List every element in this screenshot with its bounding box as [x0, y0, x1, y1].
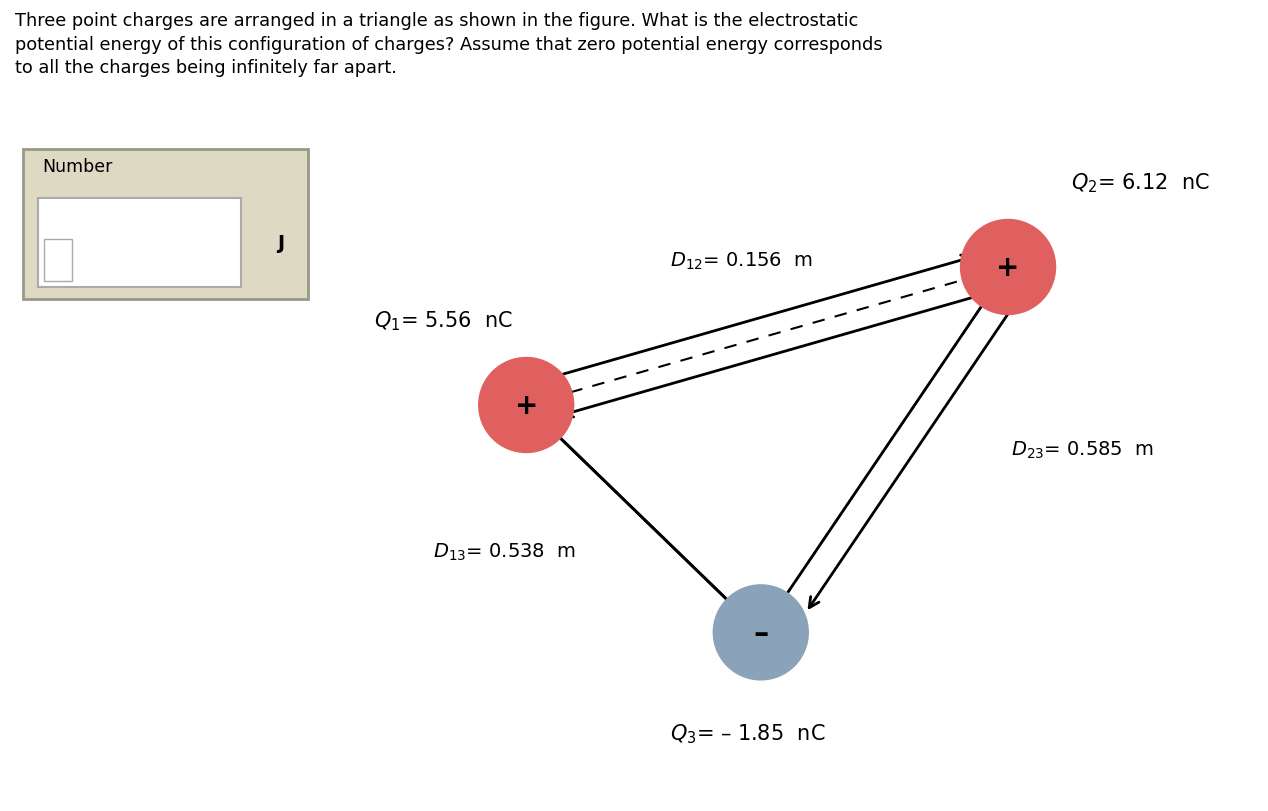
Ellipse shape [478, 358, 574, 453]
Text: Number: Number [42, 158, 113, 176]
Text: $\mathit{D}_{13}$= 0.538  m: $\mathit{D}_{13}$= 0.538 m [432, 541, 576, 562]
Text: Three point charges are arranged in a triangle as shown in the figure. What is t: Three point charges are arranged in a tr… [15, 12, 883, 77]
FancyBboxPatch shape [44, 239, 72, 281]
Ellipse shape [713, 585, 809, 680]
Text: $\mathit{Q}_1$= 5.56  nC: $\mathit{Q}_1$= 5.56 nC [374, 309, 512, 333]
Text: $\mathit{D}_{23}$= 0.585  m: $\mathit{D}_{23}$= 0.585 m [1012, 440, 1154, 461]
Text: +: + [997, 254, 1019, 281]
FancyBboxPatch shape [38, 199, 241, 288]
Text: +: + [515, 392, 538, 419]
Text: –: – [753, 618, 768, 647]
Ellipse shape [960, 220, 1056, 315]
Text: J: J [276, 234, 284, 252]
Text: $\mathit{Q}_2$= 6.12  nC: $\mathit{Q}_2$= 6.12 nC [1071, 171, 1210, 195]
Text: $\mathit{D}_{12}$= 0.156  m: $\mathit{D}_{12}$= 0.156 m [671, 251, 813, 272]
FancyBboxPatch shape [23, 150, 308, 300]
Text: $\mathit{Q}_3$= – 1.85  nC: $\mathit{Q}_3$= – 1.85 nC [671, 722, 825, 745]
